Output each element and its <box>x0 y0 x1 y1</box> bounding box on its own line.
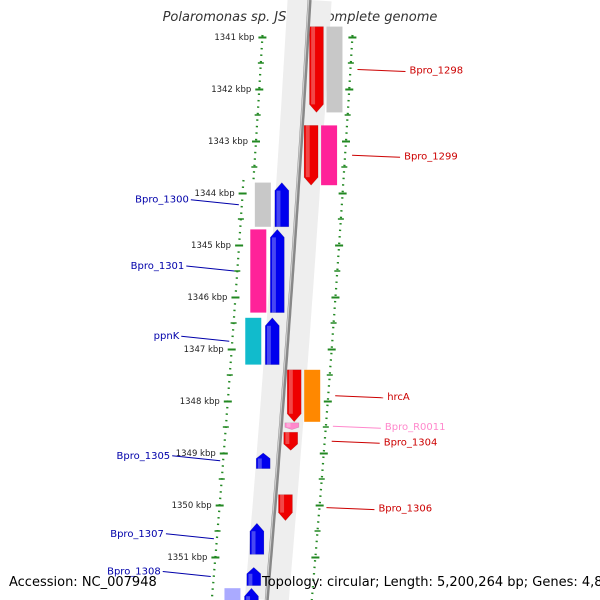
gene-arrow-forward <box>269 228 285 313</box>
gene-arrow-reverse <box>309 26 324 113</box>
gene-label: Bpro_R0011 <box>385 422 446 433</box>
gene-arrow-reverse <box>284 422 300 430</box>
cog-bar <box>250 229 267 313</box>
gene-label-leader <box>326 507 375 511</box>
gene-arrow-reverse-highlight <box>305 125 310 178</box>
gene-arrow-forward <box>244 587 259 600</box>
scale-tick-label: 1346 kbp <box>187 293 227 303</box>
cog-bar <box>254 182 271 227</box>
gene-label: Bpro_1304 <box>384 437 438 448</box>
genome-backbone <box>264 0 312 600</box>
gene-arrow-forward-highlight <box>246 596 251 600</box>
gene-label-leader <box>162 571 211 577</box>
scale-rail-left-upper <box>252 34 264 181</box>
cog-bar <box>304 369 321 422</box>
scale-tick-label: 1341 kbp <box>214 33 254 43</box>
gene-arrow-reverse-highlight <box>286 422 291 428</box>
gene-arrow-reverse <box>283 431 299 451</box>
scale-tick-label: 1345 kbp <box>191 241 231 251</box>
gene-label: Bpro_1306 <box>378 504 432 515</box>
gene-arrow-reverse-highlight <box>311 26 316 105</box>
gene-label-leader <box>190 199 239 206</box>
gene-label-leader <box>172 455 221 462</box>
gene-arrow-reverse-highlight <box>280 494 285 513</box>
gene-arrow-forward <box>255 452 271 469</box>
gene-arrow-forward-highlight <box>266 325 271 365</box>
gene-arrow-reverse <box>286 369 302 423</box>
gene-arrow-reverse <box>303 125 319 186</box>
gene-label-leader <box>357 69 406 72</box>
cog-bar <box>326 26 343 113</box>
gene-label-leader <box>165 533 214 540</box>
gene-label: Bpro_1307 <box>110 529 164 540</box>
scale-tick-label: 1350 kbp <box>172 501 212 511</box>
gene-label-leader <box>181 335 230 342</box>
gene-label: ppnK <box>154 331 180 342</box>
scale-tick-label: 1348 kbp <box>180 397 220 407</box>
gene-arrow-forward-highlight <box>251 531 256 555</box>
gene-label: Bpro_1305 <box>117 451 171 462</box>
gene-label-leader <box>186 265 235 272</box>
cog-bar <box>321 125 338 186</box>
genome-backbone-highlight <box>265 0 310 600</box>
scale-tick-label: 1342 kbp <box>211 85 251 95</box>
gene-arrow-forward-highlight <box>276 190 281 227</box>
gene-label-leader <box>331 440 380 444</box>
gene-arrow-reverse-highlight <box>285 432 290 445</box>
gene-arrow-forward <box>264 317 280 365</box>
scale-tick-label: 1343 kbp <box>208 137 248 147</box>
gene-arrow-forward-highlight <box>248 573 253 586</box>
gene-arrow-forward <box>274 182 290 228</box>
gene-label: hrcA <box>387 392 410 403</box>
gene-arrow-forward <box>249 522 265 555</box>
gene-label: Bpro_1299 <box>404 151 458 162</box>
gene-arrow-forward-highlight <box>271 237 276 313</box>
scale-tick-label: 1344 kbp <box>195 189 235 199</box>
scale-tick-label: 1347 kbp <box>184 345 224 355</box>
scale-tick-label: 1351 kbp <box>167 553 207 563</box>
gene-label: Bpro_1301 <box>131 261 185 272</box>
genome-summary: Topology: circular; Length: 5,200,264 bp… <box>262 575 600 590</box>
scale-tick-label: 1349 kbp <box>176 449 216 459</box>
accession-label: Accession: NC_007948 <box>9 575 157 590</box>
gene-label-leader <box>352 154 401 158</box>
gene-label: Bpro_1308 <box>107 567 161 578</box>
gene-label: Bpro_1298 <box>409 66 463 77</box>
gene-arrow-forward <box>246 566 262 586</box>
cog-bar <box>224 588 241 600</box>
gene-label-leader <box>335 395 384 399</box>
gene-arrow-reverse-highlight <box>288 369 293 414</box>
gene-arrow-reverse <box>278 494 293 522</box>
gene-label-leader <box>332 425 381 429</box>
cog-bar <box>245 317 262 365</box>
gene-arrow-forward-highlight <box>257 458 262 469</box>
gene-label: Bpro_1300 <box>135 195 189 206</box>
